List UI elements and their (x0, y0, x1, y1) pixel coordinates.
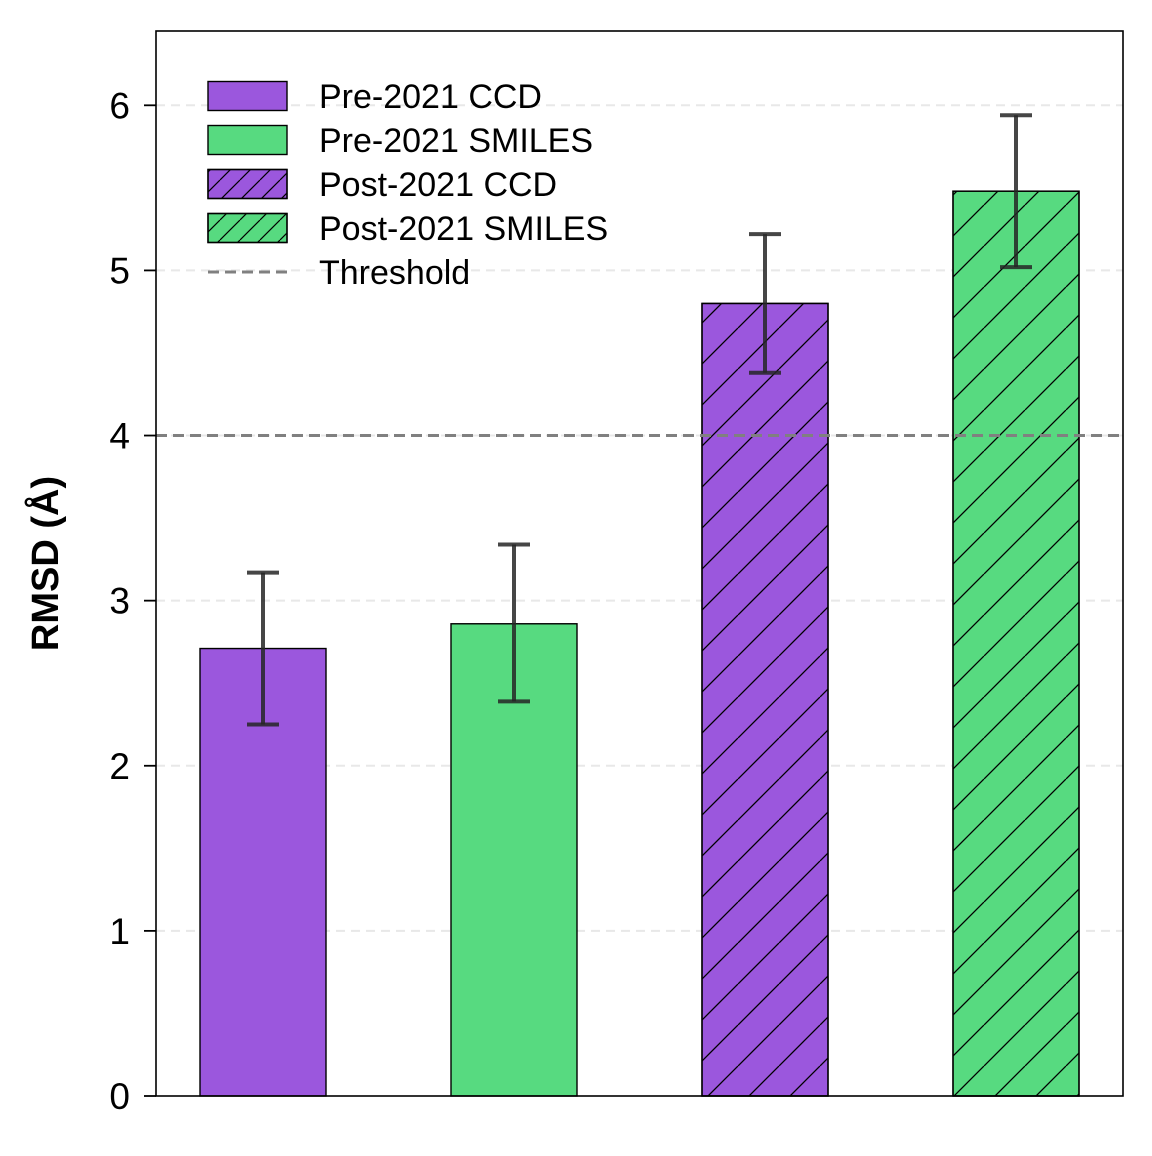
error-bars (247, 113, 1032, 727)
legend-swatch-pre-2021-smiles (207, 124, 288, 156)
legend-label-threshold: Threshold (319, 254, 470, 292)
y-axis-title: RMSD (Å) (23, 476, 67, 651)
legend-label-pre-2021-smiles: Pre-2021 SMILES (319, 122, 593, 160)
bars (199, 190, 1080, 1097)
legend-label-post-2021-smiles: Post-2021 SMILES (319, 210, 608, 248)
legend-swatch-pre-2021-ccd (207, 80, 288, 112)
y-tick-label: 6 (109, 85, 130, 126)
legend-label-post-2021-ccd: Post-2021 CCD (319, 166, 557, 204)
y-tick-label: 3 (109, 581, 130, 622)
y-tick-label: 4 (109, 416, 130, 457)
y-tick-label: 1 (109, 911, 130, 952)
legend-hatch-post-2021-smiles (207, 212, 288, 244)
legend-label-pre-2021-ccd: Pre-2021 CCD (319, 78, 542, 116)
y-tick-label: 2 (109, 746, 130, 787)
y-tick-label: 0 (109, 1076, 130, 1117)
legend-hatch-post-2021-ccd (207, 168, 288, 200)
y-tick-label: 5 (109, 250, 130, 291)
legend: Pre-2021 CCD Pre-2021 SMILES Post-2021 CCD… (207, 78, 608, 292)
plot-frame (155, 30, 1124, 1097)
y-axis: 0 1 2 3 4 5 6 (109, 85, 156, 1117)
bar-hatch-post-2021-smiles (952, 190, 1080, 1097)
bar-hatch-post-2021-ccd (701, 302, 829, 1097)
